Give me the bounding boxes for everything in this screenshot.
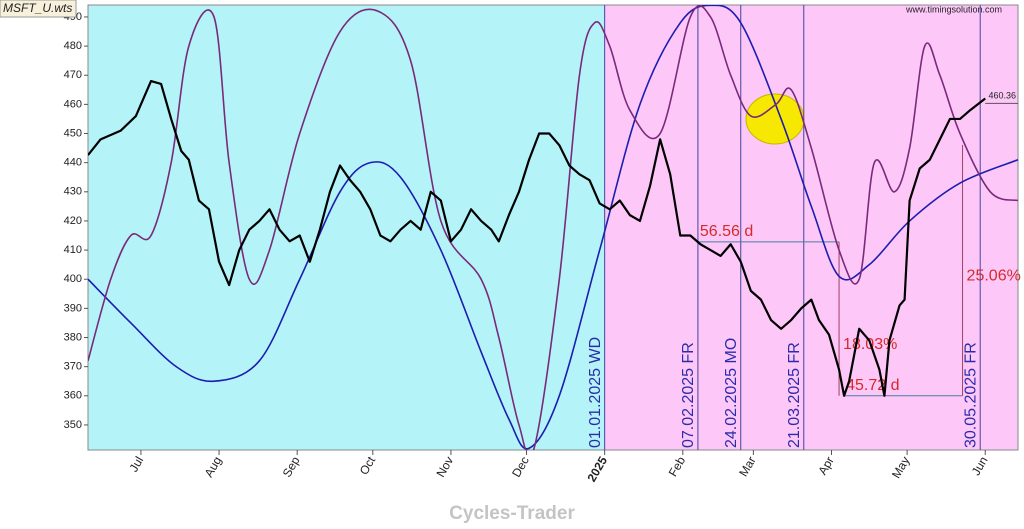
- event-label: 07.02.2025 FR: [680, 342, 697, 448]
- y-tick-label: 370: [64, 361, 82, 373]
- measure-label: 56.56 d: [700, 223, 753, 240]
- pre-period: [88, 5, 605, 450]
- y-tick-label: 470: [64, 69, 82, 81]
- marks: 01.01.2025 WD 07.02.2025 FR 24.02.2025 MO 2…: [88, 5, 1021, 450]
- y-tick-label: 440: [64, 157, 82, 169]
- file-box: [0, 0, 77, 18]
- event-label: 24.02.2025 MO: [723, 338, 740, 448]
- y-tick-label: 480: [64, 40, 82, 52]
- measure-label: 25.06%: [967, 268, 1021, 285]
- price-line: [88, 79, 986, 397]
- y-tick-label: 380: [64, 331, 82, 343]
- x-tick-label: Jul: [126, 454, 146, 474]
- y-tick-label: 460: [64, 98, 82, 110]
- event-label: 01.01.2025 WD: [587, 337, 604, 448]
- y-tick-label: 360: [64, 390, 82, 402]
- watermark: www.timingsolution.com: [905, 4, 1002, 14]
- last-price-label: 460.36: [988, 91, 1016, 101]
- plot-background: [87, 4, 1019, 451]
- y-tick-label: 450: [64, 127, 82, 139]
- file-label: MSFT_U.wts: [3, 1, 72, 15]
- post-period: [604, 5, 1018, 450]
- y-tick-label: 390: [64, 302, 82, 314]
- y-tick-label: 410: [64, 244, 82, 256]
- y-tick-label: 400: [64, 273, 82, 285]
- event-label: 21.03.2025 FR: [786, 342, 803, 448]
- cycle-line: [88, 5, 1018, 450]
- y-tick-label: 420: [64, 215, 82, 227]
- cycle-line: [88, 5, 1018, 450]
- y-tick-label: 350: [64, 419, 82, 431]
- event-label: 30.05.2025 FR: [962, 342, 979, 448]
- measure-label: 45.72 d: [846, 377, 899, 394]
- footer: Cycles-Trader: [449, 503, 575, 524]
- y-tick-label: 430: [64, 186, 82, 198]
- plot-frame: [87, 4, 1019, 451]
